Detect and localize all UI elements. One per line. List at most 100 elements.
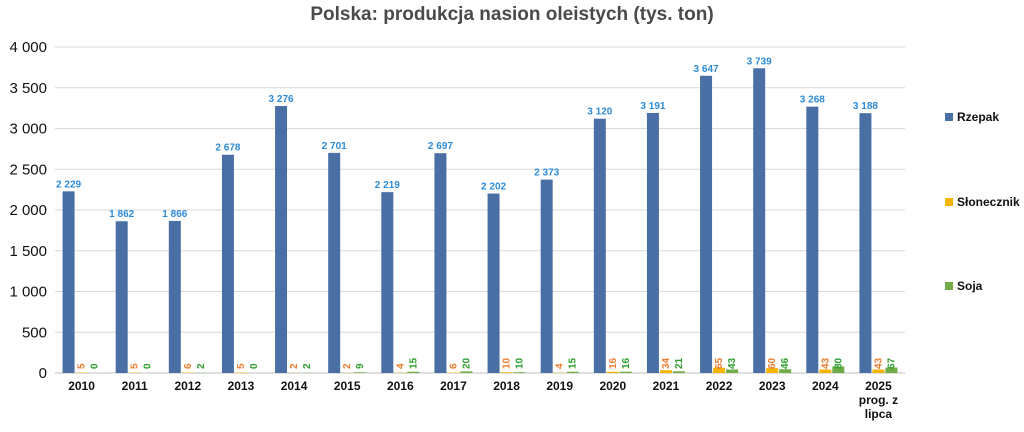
data-label-słonecznik: 10 bbox=[502, 357, 513, 369]
data-label-soja: 0 bbox=[90, 363, 101, 369]
data-label-rzepak: 3 268 bbox=[800, 95, 825, 106]
bar-soja bbox=[832, 366, 845, 373]
data-label-rzepak: 3 276 bbox=[269, 94, 294, 105]
x-tick-label-line: 2022 bbox=[706, 379, 733, 393]
x-tick-label-line: 2011 bbox=[122, 379, 148, 393]
bar-rzepak bbox=[540, 179, 553, 373]
legend-label-soja: Soja bbox=[957, 279, 983, 293]
bar-słonecznik bbox=[606, 371, 619, 373]
x-tick-label-line: 2023 bbox=[759, 379, 786, 393]
data-label-rzepak: 2 229 bbox=[56, 179, 81, 190]
data-label-słonecznik: 6 bbox=[448, 363, 459, 369]
bar-rzepak bbox=[115, 221, 128, 373]
x-tick-label-line: 2025 bbox=[865, 379, 892, 393]
x-tick-label-line: 2020 bbox=[599, 379, 626, 393]
bar-soja bbox=[513, 372, 526, 373]
data-label-soja: 0 bbox=[143, 363, 154, 369]
bar-soja bbox=[885, 367, 898, 373]
y-tick-label: 0 bbox=[39, 365, 47, 382]
data-label-słonecznik: 5 bbox=[236, 363, 247, 369]
data-label-soja: 80 bbox=[833, 357, 844, 369]
x-tick-label-line: 2021 bbox=[653, 379, 680, 393]
data-label-soja: 10 bbox=[515, 357, 526, 369]
y-tick-label: 4 000 bbox=[9, 39, 47, 56]
data-label-słonecznik: 43 bbox=[820, 357, 831, 369]
legend-label-rzepak: Rzepak bbox=[957, 110, 999, 124]
x-tick-label-line: 2017 bbox=[440, 379, 467, 393]
bar-rzepak bbox=[221, 154, 234, 373]
data-label-soja: 9 bbox=[355, 363, 366, 369]
bar-słonecznik bbox=[819, 369, 832, 373]
bar-soja bbox=[407, 371, 420, 373]
bar-soja bbox=[726, 369, 739, 373]
x-tick-label-line: 2019 bbox=[546, 379, 573, 393]
bar-słonecznik bbox=[500, 372, 513, 373]
x-tick-label: 2023 bbox=[759, 379, 786, 393]
data-label-rzepak: 3 120 bbox=[587, 107, 612, 118]
x-tick-label: 2014 bbox=[281, 379, 308, 393]
x-tick-label: 2012 bbox=[174, 379, 201, 393]
bar-rzepak bbox=[168, 220, 181, 373]
data-label-soja: 20 bbox=[461, 357, 472, 369]
data-label-soja: 43 bbox=[727, 357, 738, 369]
data-label-soja: 16 bbox=[621, 357, 632, 369]
bar-rzepak bbox=[806, 106, 819, 374]
data-label-słonecznik: 2 bbox=[289, 363, 300, 369]
x-tick-label: 2018 bbox=[493, 379, 520, 393]
legend-swatch-rzepak bbox=[945, 113, 953, 121]
y-tick-label: 500 bbox=[22, 324, 47, 341]
data-label-rzepak: 2 701 bbox=[322, 141, 347, 152]
bar-rzepak bbox=[381, 192, 394, 373]
x-tick-label-line: 2014 bbox=[281, 379, 308, 393]
x-tick-label-line: 2010 bbox=[68, 379, 95, 393]
chart-title: Polska: produkcja nasion oleistych (tys.… bbox=[310, 4, 714, 25]
y-tick-label: 2 500 bbox=[9, 161, 47, 178]
bar-soja bbox=[779, 369, 792, 373]
data-label-rzepak: 3 188 bbox=[853, 101, 878, 112]
data-label-słonecznik: 4 bbox=[555, 363, 566, 369]
x-tick-label: 2019 bbox=[546, 379, 573, 393]
bar-soja bbox=[672, 371, 685, 373]
data-label-rzepak: 2 678 bbox=[215, 143, 240, 154]
x-tick-label-line: 2012 bbox=[174, 379, 201, 393]
bar-rzepak bbox=[275, 106, 288, 374]
x-tick-label: 2013 bbox=[228, 379, 255, 393]
bar-soja bbox=[460, 371, 473, 373]
data-label-rzepak: 2 697 bbox=[428, 141, 453, 152]
data-label-rzepak: 1 862 bbox=[109, 209, 134, 220]
legend-swatch-słonecznik bbox=[945, 198, 953, 206]
legend-label-słonecznik: Słonecznik bbox=[957, 195, 1020, 209]
data-label-rzepak: 2 373 bbox=[534, 168, 559, 179]
x-tick-label-line: prog. z bbox=[859, 393, 898, 407]
data-label-rzepak: 1 866 bbox=[162, 209, 187, 220]
y-tick-label: 3 500 bbox=[9, 80, 47, 97]
x-tick-label: 2015 bbox=[334, 379, 361, 393]
bar-soja bbox=[619, 371, 632, 373]
data-label-rzepak: 3 739 bbox=[747, 56, 772, 67]
legend-swatch-soja bbox=[945, 282, 953, 290]
data-label-soja: 46 bbox=[780, 357, 791, 369]
y-tick-label: 1 500 bbox=[9, 243, 47, 260]
bar-rzepak bbox=[487, 193, 500, 373]
data-label-słonecznik: 43 bbox=[873, 357, 884, 369]
data-label-rzepak: 2 219 bbox=[375, 180, 400, 191]
data-label-soja: 21 bbox=[674, 357, 685, 369]
y-tick-label: 2 000 bbox=[9, 202, 47, 219]
bar-słonecznik bbox=[659, 370, 672, 373]
data-label-słonecznik: 6 bbox=[183, 363, 194, 369]
x-tick-label-line: 2015 bbox=[334, 379, 361, 393]
data-label-rzepak: 3 191 bbox=[640, 101, 665, 112]
data-label-słonecznik: 16 bbox=[608, 357, 619, 369]
x-tick-label: 2020 bbox=[599, 379, 626, 393]
data-label-słonecznik: 60 bbox=[767, 357, 778, 369]
data-label-słonecznik: 5 bbox=[130, 363, 141, 369]
data-label-słonecznik: 65 bbox=[714, 357, 725, 369]
data-label-soja: 67 bbox=[886, 357, 897, 369]
bar-rzepak bbox=[62, 191, 75, 373]
data-label-soja: 2 bbox=[302, 363, 313, 369]
bar-rzepak bbox=[753, 68, 766, 374]
bar-słonecznik bbox=[872, 369, 885, 373]
data-label-soja: 2 bbox=[196, 363, 207, 369]
